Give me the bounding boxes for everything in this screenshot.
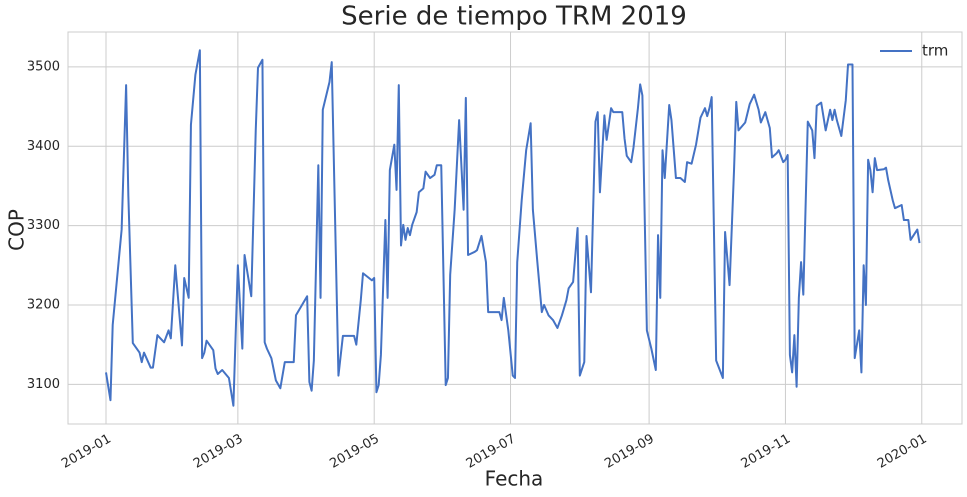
x-tick-label: 2020-01 [875,432,930,472]
x-tick-label: 2019-09 [602,432,657,472]
legend-label: trm [922,42,948,60]
x-axis-label: Fecha [485,467,544,491]
y-tick-label: 3100 [27,377,60,392]
chart-title: Serie de tiempo TRM 2019 [341,2,687,32]
y-tick-label: 3500 [27,59,60,74]
y-tick-label: 3300 [27,218,60,233]
x-tick-label: 2019-01 [59,432,114,472]
x-tick-label: 2019-11 [739,432,794,472]
y-axis-label: COP [5,209,29,251]
y-tick-label: 3200 [27,297,60,312]
data-line [105,49,921,407]
x-tick-label: 2019-03 [191,432,246,472]
x-tick-label: 2019-05 [327,432,382,472]
y-tick-label: 3400 [27,139,60,154]
